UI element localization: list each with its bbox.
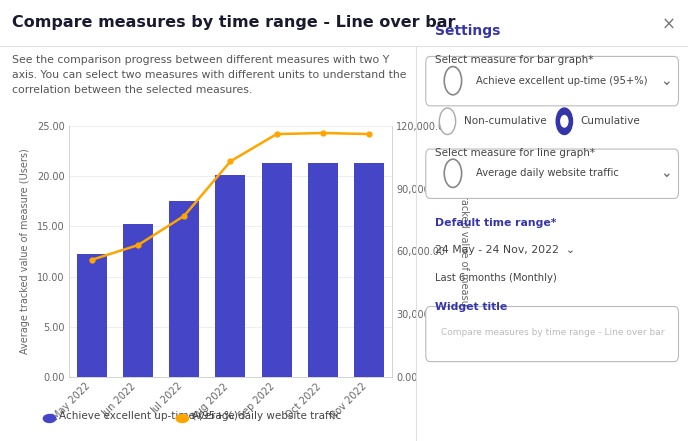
Bar — [215, 175, 246, 377]
Text: Non-cumulative: Non-cumulative — [464, 116, 546, 126]
FancyBboxPatch shape — [426, 56, 678, 106]
FancyBboxPatch shape — [426, 306, 678, 362]
Circle shape — [556, 108, 572, 135]
Text: ×: × — [662, 15, 676, 34]
Text: Compare measures by time range - Line over bar: Compare measures by time range - Line ov… — [12, 15, 456, 30]
Circle shape — [444, 67, 462, 95]
Bar — [354, 163, 384, 377]
Text: Compare measures by time range - Line over bar: Compare measures by time range - Line ov… — [441, 329, 664, 337]
Bar — [169, 201, 200, 377]
Y-axis label: Average tracked value of measure (Users): Average tracked value of measure (Users) — [20, 149, 30, 354]
Text: ⌄: ⌄ — [660, 74, 672, 88]
Text: Default time range*: Default time range* — [436, 218, 557, 228]
Text: Achieve excellent up-time (95+%): Achieve excellent up-time (95+%) — [476, 76, 647, 86]
Y-axis label: Average tracked value of measure (Users): Average tracked value of measure (Users) — [458, 149, 469, 354]
Text: Last 6 months (Monthly): Last 6 months (Monthly) — [436, 273, 557, 283]
Text: Achieve excellent up-time (95+%): Achieve excellent up-time (95+%) — [59, 411, 238, 421]
Bar — [261, 163, 292, 377]
Bar — [77, 254, 107, 377]
Text: Average daily website traffic: Average daily website traffic — [192, 411, 341, 421]
Circle shape — [444, 159, 462, 187]
Bar — [308, 163, 338, 377]
Circle shape — [561, 116, 568, 127]
Text: ⌄: ⌄ — [660, 166, 672, 180]
Text: Widget title: Widget title — [436, 302, 508, 312]
Text: See the comparison progress between different measures with two Y
axis. You can : See the comparison progress between diff… — [12, 55, 407, 95]
Circle shape — [440, 108, 455, 135]
Text: Select measure for bar graph*: Select measure for bar graph* — [436, 55, 594, 65]
Text: 24 May - 24 Nov, 2022  ⌄: 24 May - 24 Nov, 2022 ⌄ — [436, 245, 575, 255]
Text: Settings: Settings — [436, 24, 501, 38]
Bar — [123, 224, 153, 377]
Text: Cumulative: Cumulative — [581, 116, 641, 126]
Text: Select measure for line graph*: Select measure for line graph* — [436, 148, 595, 158]
Text: Average daily website traffic: Average daily website traffic — [476, 168, 619, 178]
FancyBboxPatch shape — [426, 149, 678, 198]
